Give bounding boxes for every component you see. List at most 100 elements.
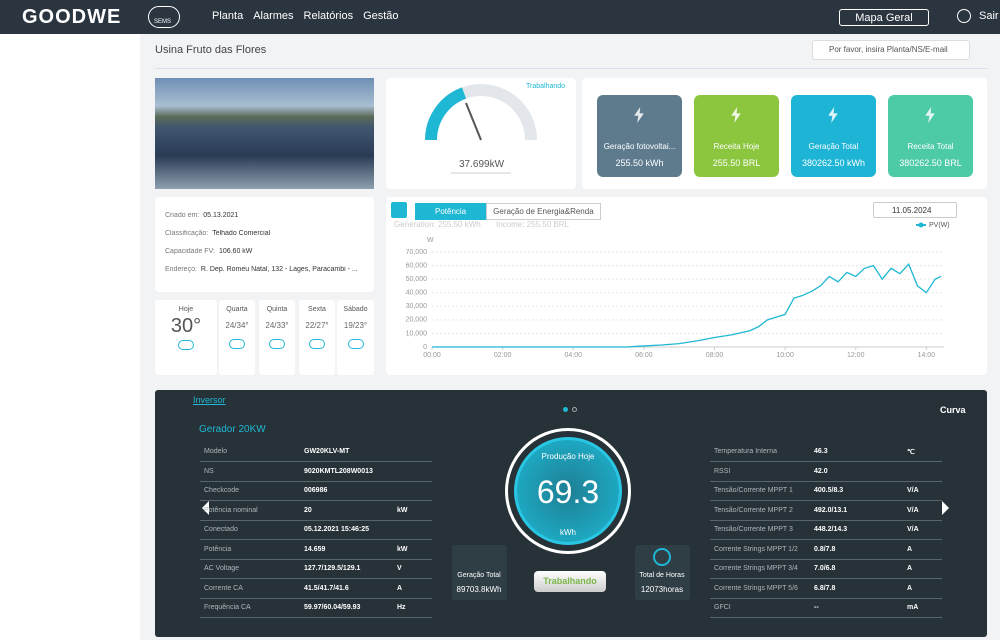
spec-value: GW20KLV-MT bbox=[304, 448, 350, 455]
gauge-needle bbox=[465, 102, 482, 141]
search-placeholder: Por favor, insira Planta/NS/E-mail bbox=[829, 45, 948, 54]
gauge-fill bbox=[425, 87, 467, 141]
user-icon[interactable] bbox=[957, 9, 971, 23]
chart-tab[interactable]: Potência bbox=[415, 203, 487, 220]
plant-title: Usina Fruto das Flores bbox=[155, 44, 267, 56]
search-box[interactable]: Por favor, insira Planta/NS/E-mail bbox=[812, 40, 970, 60]
spec-unit: kW bbox=[397, 506, 408, 514]
expand-button[interactable] bbox=[391, 202, 407, 218]
logo[interactable]: GOODWE bbox=[22, 6, 122, 28]
spec-label: GFCI bbox=[714, 604, 731, 611]
spec-unit: A bbox=[397, 584, 403, 592]
nav-item[interactable]: Gestão bbox=[363, 10, 399, 22]
spec-value: 20 bbox=[304, 506, 312, 514]
hours-label: Total de Horas bbox=[639, 572, 685, 579]
spec-label: Corrente Strings MPPT 3/4 bbox=[714, 565, 798, 572]
pager-dot[interactable] bbox=[563, 407, 568, 412]
spec-row: Modelo GW20KLV-MT bbox=[200, 443, 432, 462]
spec-label: RSSI bbox=[714, 467, 731, 475]
weather-temp: 24/34° bbox=[225, 321, 249, 330]
spec-label: Potência nominal bbox=[204, 506, 258, 514]
info-label: Endereço: bbox=[165, 266, 197, 273]
prev-arrow[interactable] bbox=[195, 501, 209, 515]
spec-row: Checkcode 006986 bbox=[200, 482, 432, 501]
cards-panel: Geração fotovoltai... 255.50 kWh Receita H… bbox=[582, 78, 987, 189]
info-label: Capacidade FV: bbox=[165, 248, 215, 255]
spec-value: 46.3 bbox=[814, 448, 828, 455]
spec-unit: kW bbox=[397, 545, 408, 553]
weather-card: Quinta 24/33° bbox=[259, 300, 295, 375]
info-value: Telhado Comercial bbox=[212, 230, 271, 237]
map-button[interactable]: Mapa Geral bbox=[839, 9, 929, 26]
spec-label: Potência bbox=[204, 545, 232, 553]
total-box: Geração Total 89703.8kWh bbox=[452, 545, 507, 600]
card-value: 255.50 kWh bbox=[615, 158, 664, 168]
spec-row: Potência 14.659 kW bbox=[200, 541, 432, 560]
info-label: Criado em: bbox=[165, 212, 200, 219]
weather-icon bbox=[269, 339, 285, 349]
info-row: Capacidade FV: 106.60 kW bbox=[165, 248, 370, 255]
spec-row: Tensão/Corrente MPPT 2 492.0/13.1 V/A bbox=[710, 502, 942, 521]
card-icon bbox=[731, 107, 741, 123]
spec-value: 59.97/60.04/59.93 bbox=[304, 604, 361, 611]
inverter-link[interactable]: Inversor bbox=[193, 395, 226, 405]
total-value: 89703.8kWh bbox=[456, 585, 502, 594]
logout[interactable]: Sair bbox=[979, 10, 999, 22]
nav-item[interactable]: Relatórios bbox=[303, 10, 354, 22]
spec-unit: A bbox=[907, 565, 913, 572]
weather-icon bbox=[178, 340, 194, 350]
info-value: 106.60 kW bbox=[218, 248, 253, 255]
cloud-label: SEMS bbox=[154, 19, 172, 25]
spec-unit: A bbox=[907, 545, 913, 553]
chart-card: Potência Geração de Energia&Renda 11.05.2… bbox=[386, 197, 987, 375]
spec-value: 0.8/7.8 bbox=[814, 545, 836, 553]
spec-label: Tensão/Corrente MPPT 2 bbox=[714, 506, 793, 514]
spec-row: RSSI 42.0 bbox=[710, 463, 942, 482]
spec-row: Corrente Strings MPPT 1/2 0.8/7.8 A bbox=[710, 541, 942, 560]
weather-temp: 22/27° bbox=[305, 321, 329, 330]
weather-temp: 30° bbox=[170, 315, 202, 337]
date-picker[interactable]: 11.05.2024 bbox=[873, 202, 957, 218]
divider bbox=[155, 68, 987, 69]
tabs: Potência Geração de Energia&Renda bbox=[415, 203, 601, 220]
spec-value: 41.5/41.7/41.6 bbox=[304, 584, 349, 592]
status-button: Trabalhando bbox=[534, 571, 606, 592]
spec-value: 42.0 bbox=[814, 467, 828, 475]
spec-label: Corrente Strings MPPT 1/2 bbox=[714, 545, 798, 553]
spec-row: Temperatura Interna 46.3 ℃ bbox=[710, 443, 942, 462]
spec-value: 05.12.2021 15:46:25 bbox=[304, 526, 369, 533]
spec-label: Modelo bbox=[204, 448, 227, 455]
card-label: Receita Total bbox=[907, 142, 954, 151]
card-value: 380262.50 BRL bbox=[899, 158, 962, 168]
spec-value: 400.5/8.3 bbox=[814, 487, 844, 494]
weather-temp: 19/23° bbox=[343, 321, 368, 330]
today-unit: kWh bbox=[560, 528, 576, 537]
total-label: Geração Total bbox=[457, 572, 501, 579]
card-value: 255.50 BRL bbox=[712, 158, 761, 168]
spec-label: Temperatura Interna bbox=[714, 448, 778, 455]
info-value: R. Dep. Romeu Natal, 132 - Lages, Paraca… bbox=[200, 266, 358, 273]
spec-label: Corrente Strings MPPT 5/6 bbox=[714, 584, 798, 592]
spec-unit: mA bbox=[907, 604, 919, 611]
chart-tab[interactable]: Geração de Energia&Renda bbox=[486, 203, 601, 220]
hours-value: 12073horas bbox=[640, 585, 684, 594]
pager-dot[interactable] bbox=[572, 407, 577, 412]
spec-unit: ℃ bbox=[907, 449, 915, 456]
spec-row: Conectado 05.12.2021 15:46:25 bbox=[200, 521, 432, 540]
card-label: Geração Total bbox=[808, 142, 859, 151]
production-disc bbox=[514, 437, 622, 545]
next-arrow[interactable] bbox=[942, 501, 956, 515]
spec-label: Tensão/Corrente MPPT 3 bbox=[714, 526, 793, 533]
weather-day: Hoje bbox=[178, 306, 194, 313]
info-label: Classificação: bbox=[165, 230, 209, 237]
nav-item[interactable]: Planta bbox=[212, 10, 244, 22]
nav-item[interactable]: Alarmes bbox=[253, 10, 294, 22]
spec-value: 14.659 bbox=[304, 545, 326, 553]
spec-value: -- bbox=[814, 604, 819, 611]
stat-card: Receita Total 380262.50 BRL bbox=[888, 95, 973, 177]
production-ring bbox=[505, 428, 631, 554]
info-card: Criado em: 05.13.2021 Classificação: Telhad… bbox=[155, 197, 374, 292]
curve-link[interactable]: Curva bbox=[940, 405, 966, 415]
generation-summary: Generation: 255.50 kWh bbox=[394, 220, 481, 229]
